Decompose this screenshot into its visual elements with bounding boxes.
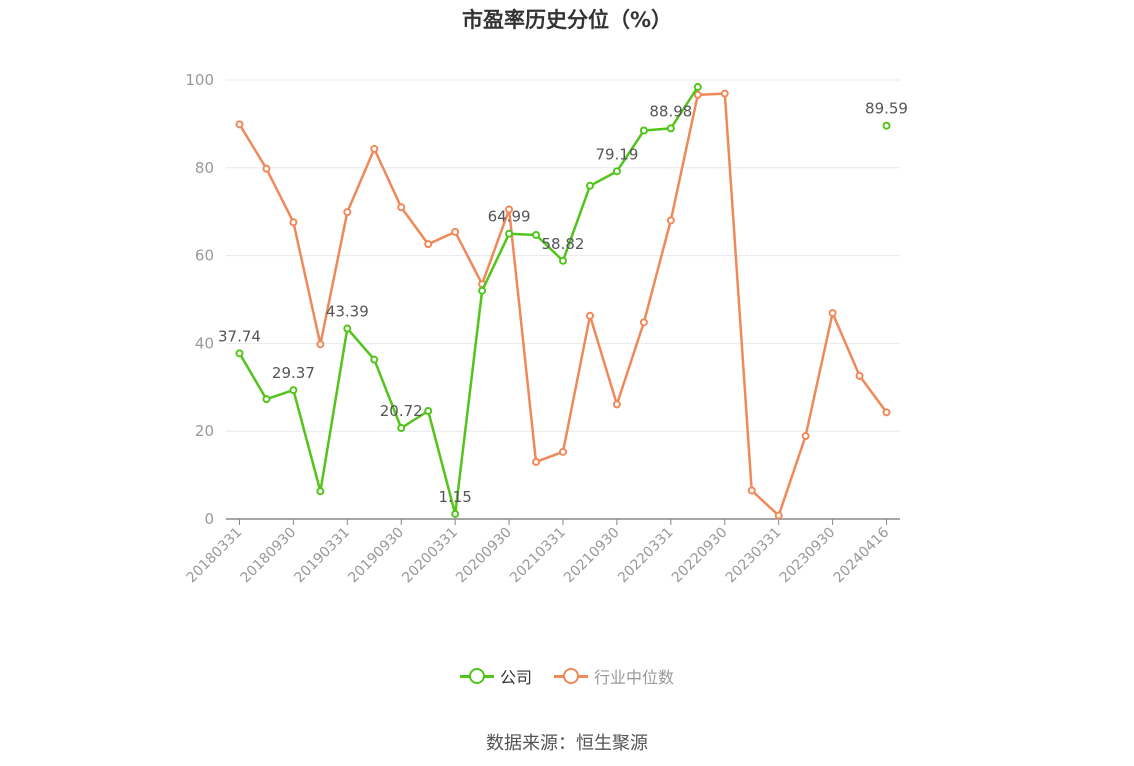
data-point: [612, 167, 621, 176]
series-company: [235, 83, 891, 518]
x-tick-label-20230930: 20230930: [777, 525, 839, 587]
y-tick-label-40: 40: [195, 334, 214, 352]
data-point: [801, 432, 810, 441]
data-point: [747, 486, 756, 495]
data-point: [505, 229, 514, 238]
x-tick-label-20240416: 20240416: [831, 524, 893, 586]
data-point: [316, 487, 325, 496]
data-label: 29.37: [272, 364, 315, 382]
data-point: [451, 509, 460, 518]
data-point: [478, 286, 487, 295]
x-tick-label-20210331: 20210331: [507, 525, 569, 587]
legend-label-company: 公司: [499, 668, 532, 687]
data-label: 79.19: [595, 145, 638, 163]
data-label-layer: 37.74 29.37 43.39 20.72 1.15 64.99 58.82 79.19 8…: [218, 100, 908, 506]
legend-item-industry-median[interactable]: 行业中位数: [554, 664, 674, 688]
data-point: [882, 121, 891, 130]
x-tick-label-20210930: 20210930: [561, 525, 623, 587]
legend-item-company[interactable]: 公司: [459, 664, 532, 688]
data-point: [585, 311, 594, 320]
x-tick-label-20200930: 20200930: [453, 525, 515, 587]
data-point: [855, 371, 864, 380]
data-label: 43.39: [326, 303, 369, 321]
data-point: [559, 447, 567, 456]
x-tick-label-20220930: 20220930: [669, 525, 731, 587]
data-label: 89.59: [865, 100, 908, 118]
y-tick-label-20: 20: [195, 422, 214, 440]
legend-label-industry-median: 行业中位数: [594, 668, 675, 687]
axis-layer: 0 20 40 60 80 100 2018033120180930201903312019…: [184, 71, 900, 586]
data-point: [666, 216, 675, 225]
data-point: [693, 83, 702, 92]
x-tick-label-20190930: 20190930: [345, 525, 407, 587]
data-point: [639, 318, 648, 327]
series-industry-median: [235, 89, 891, 520]
data-point: [693, 90, 702, 99]
data-label: 64.99: [488, 208, 531, 226]
x-tick-label-20180930: 20180930: [238, 525, 300, 587]
legend-swatch-company: [459, 668, 494, 684]
data-point: [343, 324, 352, 333]
y-tick-label-60: 60: [195, 247, 214, 265]
data-point: [532, 457, 541, 466]
data-point: [370, 355, 379, 364]
data-point: [235, 120, 244, 129]
y-tick-label-100: 100: [185, 71, 214, 89]
x-tick-label-20220331: 20220331: [615, 525, 677, 587]
data-point: [289, 218, 298, 227]
data-point: [397, 424, 406, 433]
data-point: [585, 181, 594, 190]
data-point: [612, 400, 621, 409]
data-point: [505, 205, 514, 214]
data-point: [289, 386, 298, 395]
data-point: [451, 227, 460, 236]
grid-layer: [226, 79, 900, 432]
data-point: [235, 349, 244, 358]
data-point: [397, 203, 406, 212]
data-point: [639, 126, 648, 135]
data-label: 37.74: [218, 327, 261, 345]
data-point: [882, 408, 891, 417]
data-point: [532, 230, 541, 239]
data-label: 88.98: [649, 102, 692, 120]
data-point: [559, 256, 567, 265]
data-point: [316, 340, 325, 349]
data-point: [666, 124, 675, 133]
x-tick-label-20190331: 20190331: [291, 525, 353, 587]
data-point: [343, 208, 352, 217]
data-point: [424, 407, 433, 416]
data-point: [424, 240, 433, 249]
data-source: 数据来源：恒生聚源: [486, 733, 648, 754]
data-point: [828, 309, 837, 318]
legend-swatch-industry-median: [554, 668, 588, 684]
x-tick-label-20200331: 20200331: [399, 525, 461, 587]
chart-title: 市盈率历史分位（%）: [461, 8, 673, 32]
y-tick-label-0: 0: [204, 510, 214, 528]
legend: 公司 行业中位数: [0, 664, 1134, 688]
data-label: 1.15: [438, 488, 471, 506]
data-label: 58.82: [542, 235, 585, 253]
data-point: [774, 511, 783, 520]
x-tick-label-20180331: 20180331: [184, 525, 246, 587]
data-point: [262, 164, 271, 173]
series-layer: [235, 83, 891, 520]
data-point: [370, 144, 379, 153]
data-point: [720, 89, 729, 98]
x-tick-label-20230331: 20230331: [723, 525, 785, 587]
data-label: 20.72: [380, 402, 423, 420]
y-tick-label-80: 80: [195, 159, 214, 177]
data-point: [262, 395, 271, 404]
